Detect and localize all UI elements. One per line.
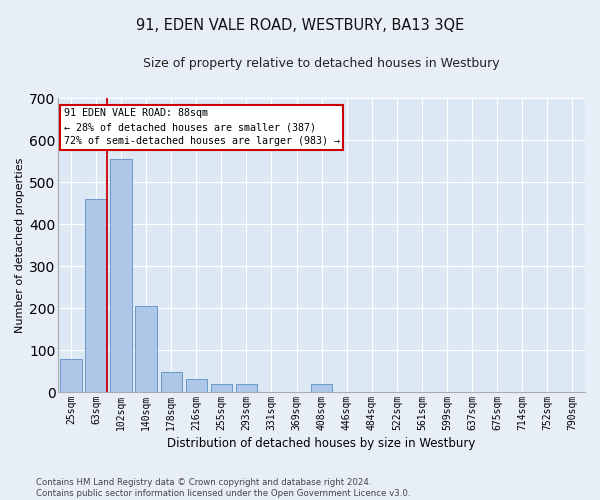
Y-axis label: Number of detached properties: Number of detached properties [15,158,25,332]
Bar [211,384,232,392]
Bar [311,384,332,392]
Text: 91, EDEN VALE ROAD, WESTBURY, BA13 3QE: 91, EDEN VALE ROAD, WESTBURY, BA13 3QE [136,18,464,32]
Text: 91 EDEN VALE ROAD: 88sqm
← 28% of detached houses are smaller (387)
72% of semi-: 91 EDEN VALE ROAD: 88sqm ← 28% of detach… [64,108,340,146]
Title: Size of property relative to detached houses in Westbury: Size of property relative to detached ho… [143,58,500,70]
Bar [185,380,207,392]
Bar [236,384,257,392]
Bar [110,159,131,392]
Bar [85,199,107,392]
Bar [60,360,82,392]
X-axis label: Distribution of detached houses by size in Westbury: Distribution of detached houses by size … [167,437,476,450]
Bar [161,372,182,392]
Text: Contains HM Land Registry data © Crown copyright and database right 2024.
Contai: Contains HM Land Registry data © Crown c… [36,478,410,498]
Bar [136,306,157,392]
